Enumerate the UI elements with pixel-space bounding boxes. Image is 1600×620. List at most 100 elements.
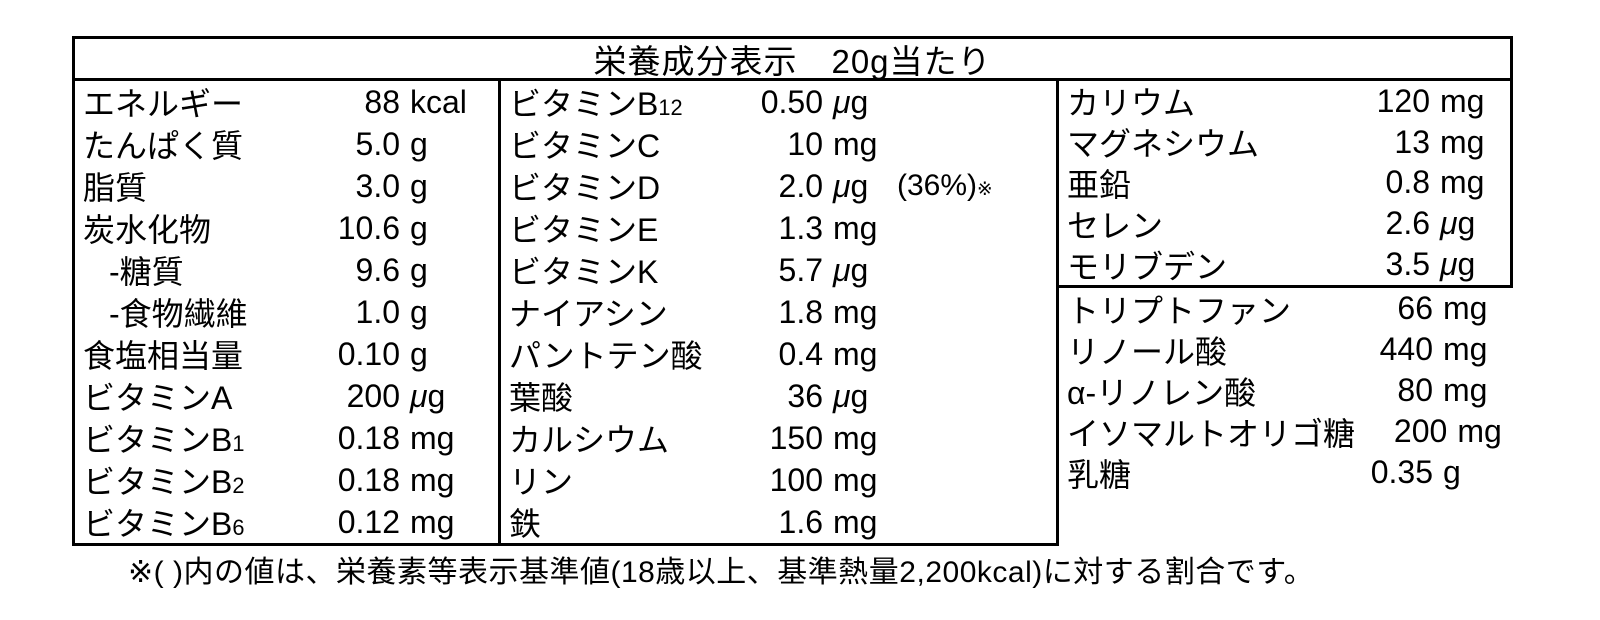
nutrient-value: 120 bbox=[1376, 82, 1430, 119]
nutrient-unit: mg bbox=[410, 461, 455, 498]
nutrient-value: 1.8 bbox=[778, 293, 823, 330]
nutrient-row: パントテン酸 0.4 mg bbox=[501, 333, 1056, 375]
nutrient-row: ビタミンE 1.3 mg bbox=[501, 207, 1056, 249]
nutrient-row: たんぱく質 5.0 g bbox=[75, 123, 498, 165]
nutrient-row: 脂質 3.0 g bbox=[75, 165, 498, 207]
nutrient-unit: μg bbox=[833, 167, 869, 204]
nutrient-unit: μg bbox=[410, 377, 446, 414]
nutrient-column-left: エネルギー 88 kcal たんぱく質 5.0 g 脂質 3.0 g 炭水化物 … bbox=[72, 78, 501, 546]
nutrient-column-right-minerals: カリウム 120 mg マグネシウム 13 mg 亜鉛 0.8 mg セレン 2… bbox=[1056, 78, 1513, 288]
nutrient-name-subscript: 1 bbox=[232, 431, 245, 456]
nutrient-unit: μg bbox=[1440, 205, 1476, 242]
nutrient-row: カルシウム 150 mg bbox=[501, 417, 1056, 459]
nutrient-row: カリウム 120 mg bbox=[1059, 81, 1510, 122]
nutrient-name: マグネシウム bbox=[1067, 126, 1260, 163]
nutrient-unit: μg bbox=[833, 83, 869, 120]
nutrient-name: 葉酸 bbox=[509, 380, 574, 416]
nutrient-name-subscript: 2 bbox=[232, 473, 245, 498]
nutrient-value: 5.7 bbox=[778, 251, 823, 288]
daily-value-footnote: ※( )内の値は、栄養素等表示基準値(18歳以上、基準熱量2,200kcal)に… bbox=[128, 556, 1315, 589]
nutrient-row: 乳糖 0.35 g bbox=[1059, 452, 1513, 493]
nutrient-row: α-リノレン酸 80 mg bbox=[1059, 370, 1513, 411]
nutrient-row: -糖質 9.6 g bbox=[75, 249, 498, 291]
nutrient-name: カルシウム bbox=[509, 422, 670, 458]
nutrient-row: リン 100 mg bbox=[501, 459, 1056, 501]
nutrient-row: 葉酸 36 μg bbox=[501, 375, 1056, 417]
nutrient-daily-value-note: (36%)※ bbox=[897, 169, 993, 202]
nutrient-row: ビタミンD 2.0 μg (36%)※ bbox=[501, 165, 1056, 207]
nutrient-value: 1.6 bbox=[778, 503, 823, 540]
nutrient-name: 乳糖 bbox=[1067, 456, 1132, 493]
nutrient-value: 150 bbox=[769, 419, 823, 456]
nutrient-value: 0.18 bbox=[337, 419, 400, 456]
nutrient-name: カリウム bbox=[1067, 85, 1196, 122]
nutrient-name: -糖質 bbox=[109, 254, 184, 290]
nutrient-name: 炭水化物 bbox=[83, 212, 212, 248]
nutrient-unit: g bbox=[410, 125, 428, 162]
nutrient-row: リノール酸 440 mg bbox=[1059, 329, 1513, 370]
nutrient-name-subscript: 12 bbox=[658, 95, 683, 120]
nutrient-value: 3.5 bbox=[1385, 246, 1430, 283]
nutrient-unit: mg bbox=[1443, 290, 1488, 326]
nutrient-name: ビタミンA bbox=[83, 380, 233, 416]
nutrient-row: -食物繊維 1.0 g bbox=[75, 291, 498, 333]
nutrient-value: 0.18 bbox=[337, 461, 400, 498]
nutrient-row: ビタミンB12 0.50 μg bbox=[501, 81, 1056, 123]
nutrient-unit: mg bbox=[833, 293, 878, 330]
nutrient-value: 440 bbox=[1379, 331, 1433, 367]
nutrient-value: 0.50 bbox=[760, 83, 823, 120]
nutrient-row: 炭水化物 10.6 g bbox=[75, 207, 498, 249]
nutrient-unit: mg bbox=[833, 335, 878, 372]
title-text: 栄養成分表示 20g当たり bbox=[593, 42, 992, 80]
nutrient-value: 88 bbox=[364, 83, 400, 120]
nutrient-value: 0.35 bbox=[1370, 454, 1433, 490]
nutrient-name: トリプトファン bbox=[1067, 292, 1292, 329]
nutrient-row: ビタミンK 5.7 μg bbox=[501, 249, 1056, 291]
nutrient-row: 食塩相当量 0.10 g bbox=[75, 333, 498, 375]
nutrient-name: ビタミンK bbox=[509, 254, 659, 290]
nutrient-value: 2.0 bbox=[778, 167, 823, 204]
nutrient-value: 36 bbox=[787, 377, 823, 414]
nutrient-row: イソマルトオリゴ糖 200 mg bbox=[1059, 411, 1513, 452]
nutrient-unit: mg bbox=[410, 419, 455, 456]
nutrient-row: エネルギー 88 kcal bbox=[75, 81, 498, 123]
nutrient-value: 13 bbox=[1394, 123, 1430, 160]
nutrient-value: 1.0 bbox=[355, 293, 400, 330]
nutrient-row: トリプトファン 66 mg bbox=[1059, 288, 1513, 329]
nutrient-name: イソマルトオリゴ糖 bbox=[1067, 415, 1356, 452]
nutrient-row: ビタミンB2 0.18 mg bbox=[75, 459, 498, 501]
nutrition-table-title: 栄養成分表示 20g当たり bbox=[72, 36, 1513, 81]
nutrient-name: エネルギー bbox=[83, 86, 244, 122]
nutrient-name: 食塩相当量 bbox=[83, 338, 244, 374]
nutrient-row: マグネシウム 13 mg bbox=[1059, 122, 1510, 163]
nutrient-row: ナイアシン 1.8 mg bbox=[501, 291, 1056, 333]
nutrient-unit: mg bbox=[410, 503, 455, 540]
nutrient-unit: g bbox=[410, 293, 428, 330]
nutrient-unit: μg bbox=[1440, 246, 1476, 283]
nutrient-name: -食物繊維 bbox=[109, 296, 248, 332]
nutrient-name: リン bbox=[509, 464, 574, 500]
nutrient-unit: kcal bbox=[410, 83, 467, 120]
nutrient-unit: g bbox=[410, 209, 428, 246]
nutrient-name: ビタミンB12 bbox=[509, 86, 683, 122]
nutrient-name-subscript: 6 bbox=[232, 515, 245, 540]
nutrient-value: 80 bbox=[1397, 372, 1433, 408]
nutrient-unit: mg bbox=[1443, 331, 1488, 367]
nutrient-name: リノール酸 bbox=[1067, 333, 1228, 370]
nutrient-name: ビタミンE bbox=[509, 212, 659, 248]
nutrient-value: 100 bbox=[769, 461, 823, 498]
nutrient-name: ビタミンB2 bbox=[83, 464, 245, 500]
nutrient-unit: mg bbox=[1457, 413, 1502, 449]
nutrient-row: ビタミンB6 0.12 mg bbox=[75, 501, 498, 543]
nutrient-unit: g bbox=[410, 251, 428, 288]
nutrient-unit: mg bbox=[833, 419, 878, 456]
nutrient-unit: μg bbox=[833, 251, 869, 288]
nutrient-value: 10.6 bbox=[337, 209, 400, 246]
nutrient-value: 200 bbox=[1393, 413, 1448, 449]
nutrient-value: 9.6 bbox=[355, 251, 400, 288]
nutrient-unit: μg bbox=[833, 377, 869, 414]
nutrient-name: ビタミンB1 bbox=[83, 422, 245, 458]
nutrient-value: 5.0 bbox=[355, 125, 400, 162]
nutrient-value: 10 bbox=[787, 125, 823, 162]
